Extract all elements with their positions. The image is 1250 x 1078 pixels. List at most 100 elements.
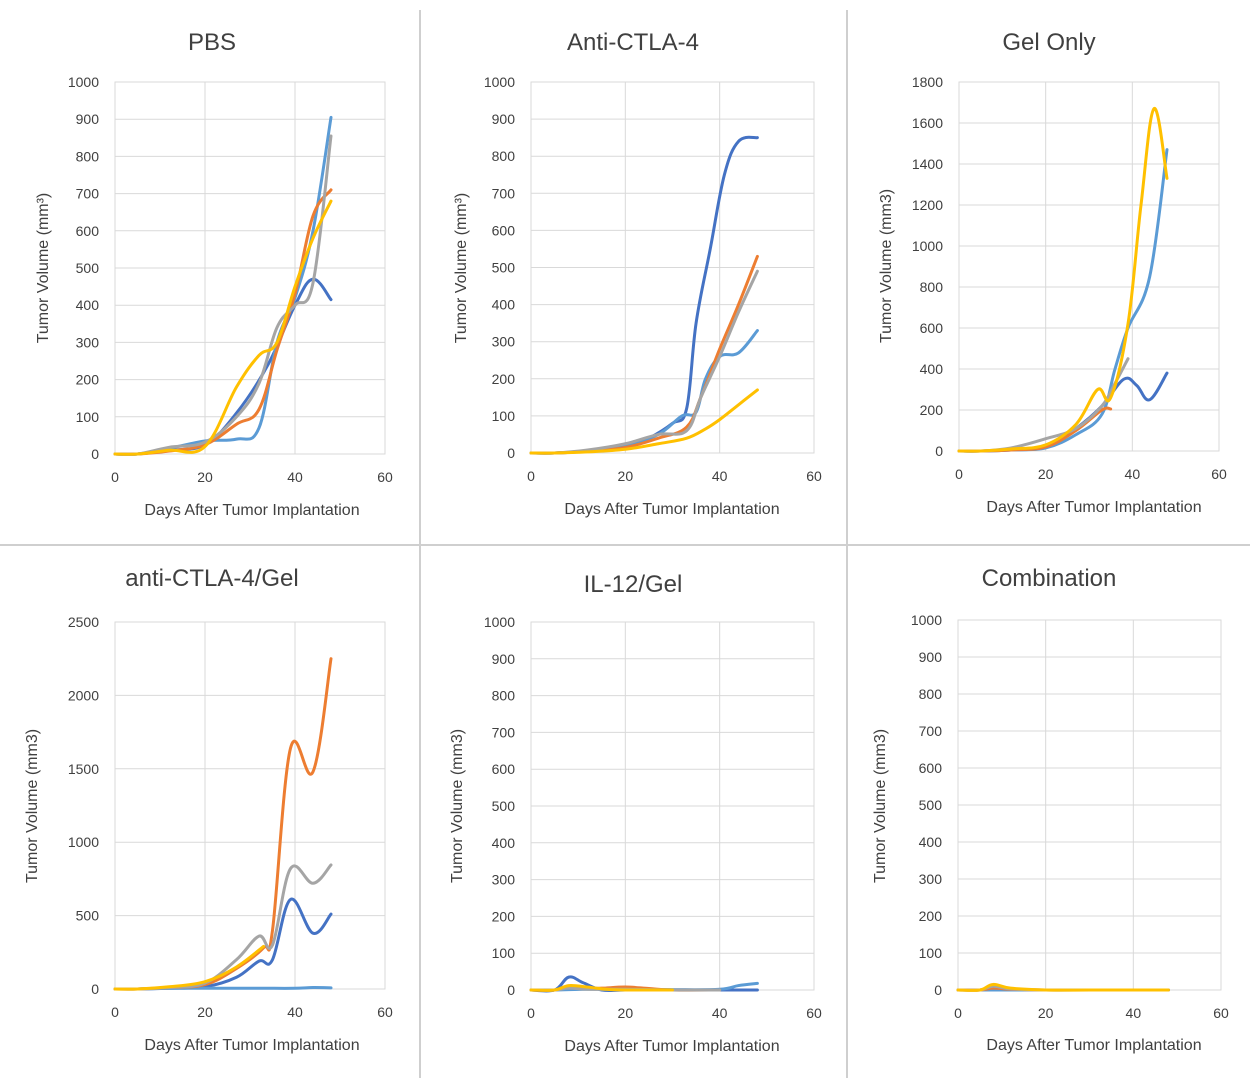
y-tick-label: 900 [492,111,516,127]
chart-3-plot-area [958,81,1220,452]
y-tick-label: 1200 [912,197,943,213]
chart-1-series-line-yellow [113,199,333,456]
y-tick-label: 300 [76,334,100,350]
y-tick-label: 700 [919,723,943,739]
y-tick-label: 1000 [911,612,942,628]
y-tick-label: 1400 [912,156,943,172]
chart-1-series-group [113,115,333,457]
chart-4-plot-area [114,621,386,990]
x-tick-label: 60 [806,468,822,484]
chart-4-series-line-gray [113,863,333,991]
y-tick-label: 0 [934,982,942,998]
x-tick-label: 0 [111,469,119,485]
y-tick-label: 0 [91,446,99,462]
chart-panel-pbs: 0 100 200 300 400 500 600 700 800 900 1000 0 20 40 60 P… [0,0,415,540]
chart-2-y-axis-label: Tumor Volume (mm³) [453,193,470,344]
y-tick-label: 1600 [912,115,943,131]
y-tick-label: 800 [492,688,516,704]
chart-svg: 0 100 200 300 400 500 600 700 800 900 1000 0 20 40 60 A… [453,29,822,518]
chart-3-series-line-yellow [957,107,1169,453]
y-tick-label: 300 [492,872,516,888]
chart-3-series-group [957,107,1169,453]
chart-svg: 0 100 200 300 400 500 600 700 800 900 1000 0 20 40 60 I… [449,571,822,1055]
y-tick-label: 800 [920,279,944,295]
chart-5-title: IL-12/Gel [584,571,683,598]
y-tick-label: 500 [76,908,100,924]
x-tick-label: 0 [111,1004,119,1020]
x-tick-label: 40 [287,469,303,485]
chart-svg: 0 500 1000 1500 2000 2500 0 20 40 60 anti-CTLA-4/G… [24,565,393,1054]
chart-6-series-line-yellow [956,982,1170,992]
y-tick-label: 200 [920,402,944,418]
chart-2-series-group [529,135,759,455]
chart-5-series-line-yellow [529,983,674,992]
x-tick-label: 40 [287,1004,303,1020]
chart-2-plot-area [530,81,815,454]
x-tick-label: 20 [1038,466,1054,482]
chart-5-series-group [529,975,759,993]
y-tick-label: 0 [507,445,515,461]
y-tick-label: 800 [919,686,943,702]
y-tick-label: 1500 [68,761,99,777]
y-tick-label: 400 [919,834,943,850]
chart-3-x-axis-label: Days After Tumor Implantation [986,499,1201,516]
y-tick-label: 200 [492,371,516,387]
y-tick-label: 1800 [912,74,943,90]
x-tick-label: 60 [377,1004,393,1020]
chart-svg: 0 100 200 300 400 500 600 700 800 900 1000 0 20 40 60 P… [35,29,393,519]
chart-2-series-line-yellow [529,388,759,455]
x-tick-label: 60 [1213,1005,1229,1021]
chart-panel-gel-only: 0 200 400 600 800 1000 1200 1400 1600 1800 0 20 40 60… [849,0,1249,540]
chart-6-gridlines [957,619,1222,991]
chart-2-title: Anti-CTLA-4 [567,29,699,56]
chart-1-y-axis-label: Tumor Volume (mm³) [35,193,52,344]
chart-3-series-line-light-blue [957,148,1169,453]
y-tick-label: 0 [91,981,99,997]
x-tick-label: 40 [712,468,728,484]
chart-4-y-axis-label: Tumor Volume (mm3) [24,729,41,883]
y-tick-label: 600 [920,320,944,336]
y-tick-label: 900 [919,649,943,665]
x-tick-label: 40 [1125,466,1141,482]
y-tick-label: 100 [492,408,516,424]
chart-3-y-axis-label: Tumor Volume (mm3) [878,189,895,343]
y-tick-label: 600 [919,760,943,776]
x-tick-label: 40 [1126,1005,1142,1021]
chart-panel-combination: 0 100 200 300 400 500 600 700 800 900 1000 0 20 40 60 C… [849,548,1249,1078]
y-tick-label: 700 [492,185,516,201]
x-tick-label: 40 [712,1005,728,1021]
chart-3-gridlines [958,81,1220,452]
x-tick-label: 20 [618,468,634,484]
chart-6-y-axis-label: Tumor Volume (mm3) [872,729,889,883]
x-tick-label: 60 [377,469,393,485]
chart-svg: 0 100 200 300 400 500 600 700 800 900 1000 0 20 40 60 C… [872,565,1229,1054]
y-tick-label: 0 [935,443,943,459]
chart-2-series-line-dark-blue [529,135,759,455]
y-tick-label: 600 [76,223,100,239]
y-tick-label: 1000 [484,614,515,630]
chart-1-x-axis-label: Days After Tumor Implantation [144,502,359,519]
chart-panel-anti-ctla-4-gel: 0 500 1000 1500 2000 2500 0 20 40 60 anti-CTLA-4/G… [0,548,415,1078]
y-tick-label: 600 [492,222,516,238]
y-tick-label: 200 [76,372,100,388]
chart-panel-il-12-gel: 0 100 200 300 400 500 600 700 800 900 1000 0 20 40 60 I… [422,548,842,1078]
y-tick-label: 500 [76,260,100,276]
chart-6-x-axis-label: Days After Tumor Implantation [986,1037,1201,1054]
y-tick-label: 400 [492,835,516,851]
chart-5-y-axis-label: Tumor Volume (mm3) [449,729,466,883]
chart-6-title: Combination [982,565,1117,592]
y-tick-label: 1000 [68,74,99,90]
x-tick-label: 60 [1211,466,1227,482]
x-tick-label: 20 [618,1005,634,1021]
chart-5-x-axis-label: Days After Tumor Implantation [564,1038,779,1055]
chart-svg: 0 200 400 600 800 1000 1200 1400 1600 1800 0 20 40 60… [878,29,1227,516]
y-tick-label: 700 [492,724,516,740]
chart-1-plot-area [114,81,386,455]
y-tick-label: 100 [76,409,100,425]
chart-3-title: Gel Only [1002,29,1095,56]
x-tick-label: 20 [197,469,213,485]
chart-4-title: anti-CTLA-4/Gel [125,565,298,592]
chart-5-gridlines [530,621,815,991]
chart-4-x-axis-label: Days After Tumor Implantation [144,1037,359,1054]
x-tick-label: 0 [954,1005,962,1021]
